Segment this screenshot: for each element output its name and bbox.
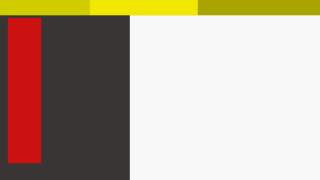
FancyBboxPatch shape [224,92,315,132]
Text: E: E [185,129,190,138]
Text: Two Point Charges: Two Point Charges [208,23,317,33]
Text: © CENGAGE: © CENGAGE [284,169,314,174]
Text: Perpendicular bisector of the
line joining the charges.: Perpendicular bisector of the line joini… [217,105,320,119]
Text: +q: +q [176,53,188,62]
Text: -q: -q [180,131,188,140]
Text: E: E [202,129,207,138]
